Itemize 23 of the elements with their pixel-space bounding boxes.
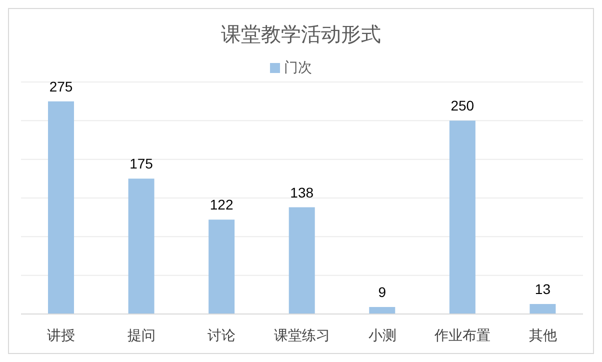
- data-label: 13: [534, 280, 551, 297]
- data-label: 175: [130, 156, 154, 172]
- bar: [128, 178, 154, 314]
- data-label: 122: [210, 196, 234, 213]
- bar: [208, 220, 235, 314]
- data-label: 9: [378, 284, 386, 300]
- data-label: 275: [49, 78, 73, 94]
- bar: [288, 207, 315, 314]
- data-label: 138: [290, 184, 314, 200]
- x-tick-label: 课堂练习: [274, 326, 330, 343]
- legend-label: 门次: [284, 59, 312, 75]
- x-tick-label: 其他: [528, 326, 557, 343]
- x-tick-label: 讲授: [47, 326, 76, 343]
- bar: [449, 120, 476, 314]
- bar: [48, 101, 74, 314]
- x-tick-label: 讨论: [208, 326, 236, 343]
- x-tick-label: 小测: [368, 326, 396, 343]
- bar: [530, 304, 556, 314]
- chart-title: 课堂教学活动形式: [220, 23, 382, 48]
- data-label: 250: [450, 98, 474, 114]
- bar: [369, 307, 396, 314]
- x-tick-label: 作业布置: [434, 326, 491, 343]
- x-tick-label: 提问: [127, 326, 156, 343]
